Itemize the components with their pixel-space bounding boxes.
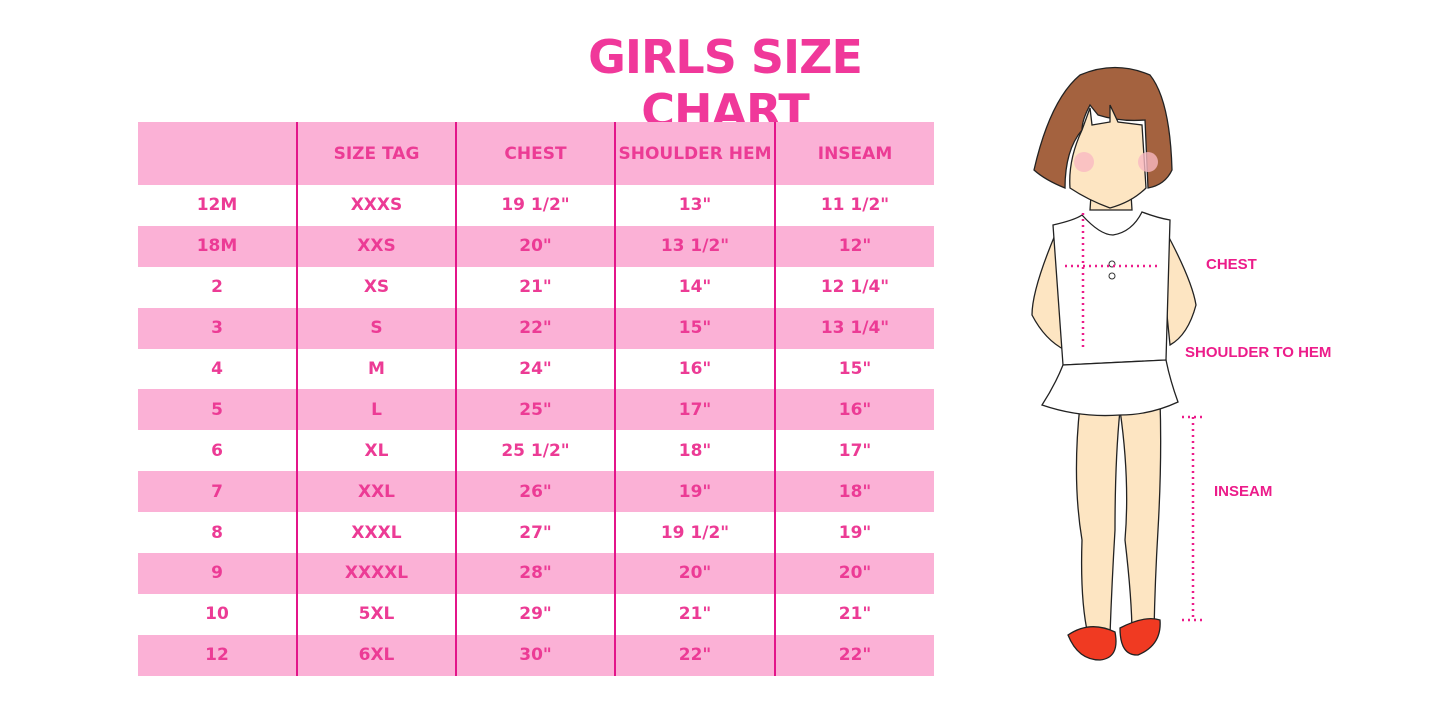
table-row: 2 XS 21" 14" 12 1/4"	[138, 266, 934, 308]
column-header: CHEST	[455, 122, 615, 185]
table-cell: 20"	[774, 553, 934, 594]
table-cell: 18M	[138, 225, 297, 267]
table-cell: 19"	[614, 471, 775, 513]
table-cell: 25"	[455, 389, 615, 431]
column-header: SIZE TAG	[296, 122, 456, 185]
table-cell: 27"	[455, 512, 615, 554]
table-cell: 24"	[455, 348, 615, 390]
table-cell: 13 1/4"	[774, 307, 934, 349]
size-table: SIZE TAG CHEST SHOULDER HEM INSEAM 12M XXXS 1…	[138, 122, 934, 676]
table-cell: 19 1/2"	[455, 185, 615, 226]
table-cell: 21"	[774, 593, 934, 635]
table-cell: 12"	[774, 225, 934, 267]
table-header-row: SIZE TAG CHEST SHOULDER HEM INSEAM	[138, 122, 934, 185]
table-cell: 17"	[774, 430, 934, 472]
table-cell: 20"	[614, 553, 775, 594]
shoulder-to-hem-label: SHOULDER TO HEM	[1185, 344, 1332, 361]
table-cell: 26"	[455, 471, 615, 513]
table-cell: 11 1/2"	[774, 185, 934, 226]
table-cell: 22"	[774, 634, 934, 676]
table-cell: 6	[211, 440, 223, 461]
girl-figure-icon	[1031, 66, 1202, 661]
table-cell: 5	[138, 389, 297, 431]
girl-measurement-illustration: CHEST SHOULDER TO HEM INSEAM	[1020, 60, 1380, 670]
table-cell: 30"	[455, 634, 615, 676]
table-row: 12 6XL 30" 22" 22"	[138, 634, 934, 676]
table-cell: 17"	[614, 389, 775, 431]
table-row: 7 XXL 26" 19" 18"	[138, 471, 934, 513]
table-cell: 5XL	[296, 593, 456, 635]
table-cell: 2	[211, 277, 223, 298]
table-cell: 28"	[455, 553, 615, 594]
table-cell: 12	[138, 634, 297, 676]
table-cell: 8	[211, 522, 223, 543]
inseam-label: INSEAM	[1214, 483, 1273, 500]
table-cell: 20"	[455, 225, 615, 267]
table-cell: 18"	[614, 430, 775, 472]
table-row: 18M XXS 20" 13 1/2" 12"	[138, 225, 934, 267]
table-row: 9 XXXXL 28" 20" 20"	[138, 553, 934, 594]
table-cell: XXXS	[296, 185, 456, 226]
table-cell: 6XL	[296, 634, 456, 676]
table-cell: XXS	[296, 225, 456, 267]
column-header: SHOULDER HEM	[614, 122, 775, 185]
table-cell: 15"	[774, 348, 934, 390]
table-cell: L	[296, 389, 456, 431]
column-header: INSEAM	[774, 122, 934, 185]
table-cell: 13 1/2"	[614, 225, 775, 267]
table-cell: 22"	[455, 307, 615, 349]
table-cell: 3	[138, 307, 297, 349]
table-cell: XXXL	[296, 512, 456, 554]
table-cell: S	[296, 307, 456, 349]
table-row: 10 5XL 29" 21" 21"	[138, 593, 934, 635]
table-row: 5 L 25" 17" 16"	[138, 389, 934, 431]
table-cell: 19 1/2"	[614, 512, 775, 554]
table-cell: 21"	[614, 593, 775, 635]
table-cell: 16"	[774, 389, 934, 431]
table-cell: M	[296, 348, 456, 390]
table-cell: XXL	[296, 471, 456, 513]
table-row: 6 XL 25 1/2" 18" 17"	[138, 430, 934, 472]
table-cell: 10	[205, 604, 229, 625]
table-cell: 19"	[774, 512, 934, 554]
table-cell: XXXXL	[296, 553, 456, 594]
column-header	[138, 122, 297, 185]
table-cell: XL	[296, 430, 456, 472]
table-row: 8 XXXL 27" 19 1/2" 19"	[138, 512, 934, 554]
table-cell: 15"	[614, 307, 775, 349]
table-cell: 9	[138, 553, 297, 594]
page-title: GIRLS SIZE CHART	[588, 30, 863, 138]
table-cell: 29"	[455, 593, 615, 635]
table-row: 3 S 22" 15" 13 1/4"	[138, 307, 934, 349]
table-cell: 7	[138, 471, 297, 513]
table-cell: 12 1/4"	[774, 266, 934, 308]
chest-label: CHEST	[1206, 256, 1257, 273]
table-cell: 18"	[774, 471, 934, 513]
table-cell: 4	[211, 359, 223, 379]
table-cell: 12M	[196, 195, 238, 216]
table-cell: 13"	[614, 185, 775, 226]
table-cell: 16"	[614, 348, 775, 390]
table-cell: 22"	[614, 634, 775, 676]
table-row: 4 M 24" 16" 15"	[138, 348, 934, 390]
table-cell: 25 1/2"	[455, 430, 615, 472]
table-cell: XS	[296, 266, 456, 308]
table-cell: 14"	[614, 266, 775, 308]
table-cell: 21"	[455, 266, 615, 308]
table-row: 12M XXXS 19 1/2" 13" 11 1/2"	[138, 185, 934, 226]
